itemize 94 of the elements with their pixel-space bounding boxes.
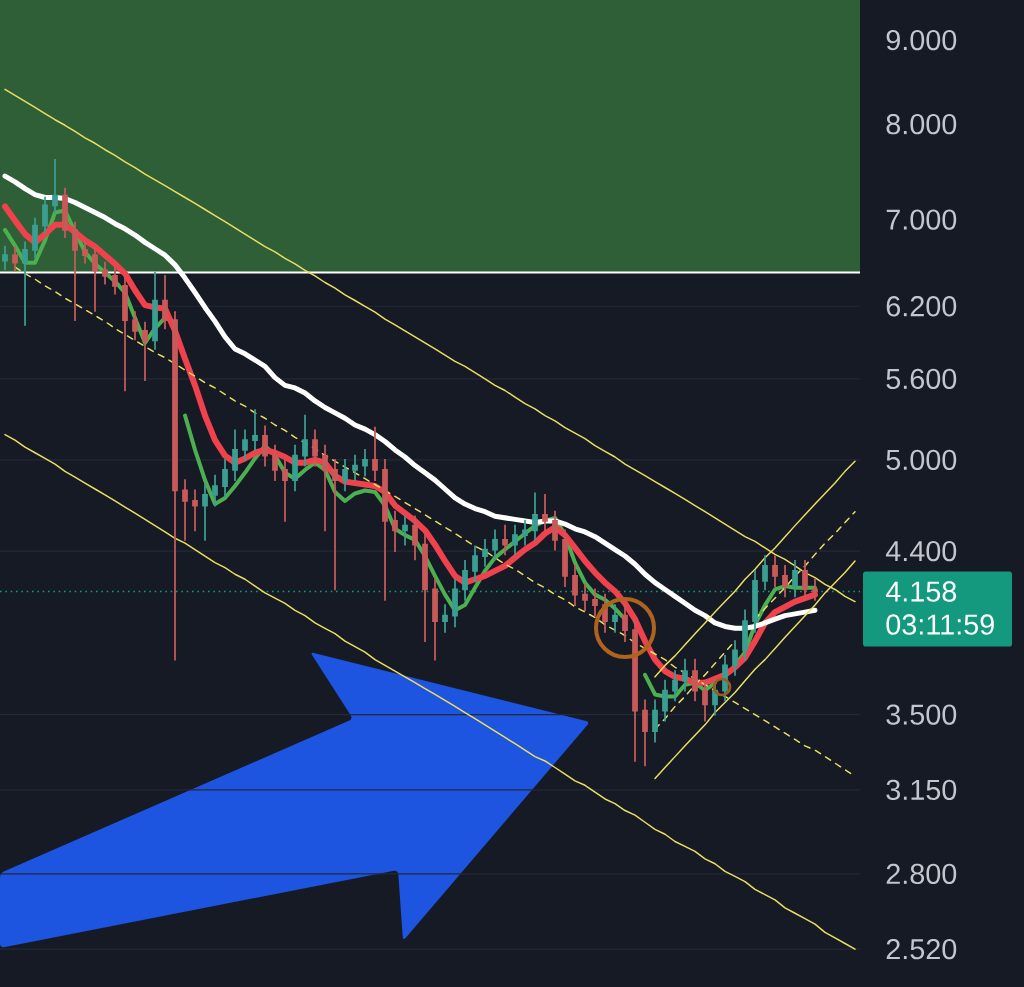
candlestick	[392, 510, 398, 553]
candlestick	[252, 409, 258, 451]
candlestick	[592, 588, 598, 617]
candlestick	[762, 555, 768, 591]
candlestick	[312, 429, 318, 467]
text: 03:11:59	[886, 614, 994, 635]
candlestick	[122, 277, 128, 392]
candlestick	[512, 524, 518, 556]
candlestick	[412, 515, 418, 561]
candlestick	[362, 449, 368, 477]
candlestick	[572, 565, 578, 606]
candlestick	[742, 609, 748, 661]
candlestick	[222, 458, 228, 498]
y-tick-label: 2.520	[886, 938, 957, 960]
candlestick	[532, 492, 538, 541]
candlestick	[132, 311, 138, 341]
ref-line-label: 4.158	[885, 581, 957, 602]
candlestick	[82, 241, 88, 264]
candlestick	[422, 534, 428, 642]
candlestick	[352, 454, 358, 481]
candlestick	[772, 555, 778, 587]
candlestick	[442, 604, 448, 633]
candlestick	[752, 570, 758, 633]
candlestick	[402, 515, 408, 546]
candlestick	[282, 458, 288, 522]
candlestick	[212, 474, 218, 507]
candlestick	[2, 245, 8, 271]
y-tick-label: 2.800	[886, 863, 957, 885]
candlestick	[472, 545, 478, 582]
candlestick	[332, 458, 338, 591]
candlestick	[722, 655, 728, 702]
candlestick	[582, 583, 588, 612]
candlestick	[242, 429, 248, 461]
candlestick	[502, 524, 508, 556]
candlestick	[152, 271, 158, 350]
candlestick	[732, 640, 738, 676]
candlestick	[672, 670, 678, 702]
y-tick-label: 6.200	[886, 296, 957, 317]
candlestick	[192, 489, 198, 532]
candlestick	[812, 578, 818, 601]
candlestick	[522, 520, 528, 546]
candlestick	[372, 426, 378, 481]
candlestick	[112, 267, 118, 295]
candlestick	[12, 246, 18, 272]
candlestick	[342, 458, 348, 492]
candlestick	[792, 560, 798, 598]
candlestick	[642, 699, 648, 767]
candlestick	[782, 565, 788, 598]
candlestick	[182, 479, 188, 541]
candlestick	[262, 425, 268, 467]
candlestick	[102, 261, 108, 285]
candlestick	[482, 539, 488, 567]
candlestick	[382, 458, 388, 601]
y-tick-label: 5.600	[886, 368, 957, 390]
line-series	[4, 433, 856, 950]
y-tick-label: 9.000	[886, 29, 957, 51]
candlestick	[462, 560, 468, 601]
candlestick	[202, 483, 208, 541]
candlestick	[32, 217, 38, 259]
y-tick-label: 4.400	[885, 540, 957, 562]
candlestick	[292, 444, 298, 492]
y-tick-label: 3.500	[886, 704, 957, 725]
candlestick	[22, 241, 28, 326]
y-tick-label: 8.000	[886, 114, 957, 135]
candlestick	[72, 221, 78, 322]
candlestick	[172, 311, 178, 661]
candlestick	[692, 658, 698, 702]
candlestick	[612, 604, 618, 633]
y-tick-label: 5.000	[886, 449, 957, 471]
candlestick	[562, 529, 568, 587]
candlestick	[432, 578, 438, 661]
candlestick	[322, 444, 328, 532]
candlestick	[802, 560, 808, 601]
candlestick	[302, 414, 308, 467]
candlestick	[272, 444, 278, 481]
candlestick	[52, 159, 58, 214]
candlestick	[42, 196, 48, 234]
y-tick-label: 3.150	[886, 779, 957, 801]
candlestick	[652, 699, 658, 743]
candlestick	[542, 494, 548, 532]
candlestick	[622, 604, 628, 642]
candlestick	[702, 679, 708, 722]
candlestick	[682, 658, 688, 692]
y-tick-label: 7.000	[886, 209, 957, 230]
candlestick	[232, 429, 238, 481]
candlestick	[162, 274, 168, 330]
candlestick	[492, 529, 498, 561]
candlestick	[142, 321, 148, 382]
candlestick	[662, 679, 668, 722]
candlestick	[552, 510, 558, 551]
candlestick	[452, 578, 458, 628]
candlestick	[62, 187, 68, 239]
candlestick	[632, 618, 638, 762]
candlestick	[92, 246, 98, 312]
